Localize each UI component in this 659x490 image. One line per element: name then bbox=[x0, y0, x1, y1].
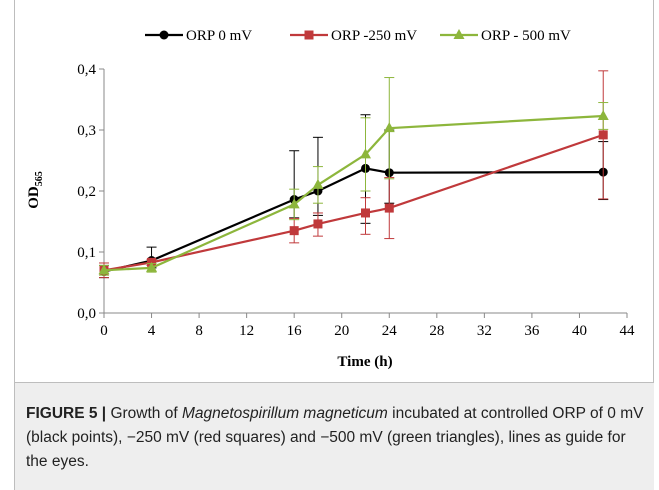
y-tick-label: 0,3 bbox=[77, 123, 96, 139]
data-point bbox=[288, 198, 300, 209]
x-tick-label: 20 bbox=[334, 323, 349, 339]
figure-label: FIGURE 5 | bbox=[26, 405, 107, 422]
legend-marker bbox=[159, 30, 169, 40]
data-point bbox=[597, 109, 609, 120]
y-tick-label: 0,1 bbox=[77, 245, 96, 261]
caption-background bbox=[14, 383, 654, 490]
series-line bbox=[103, 114, 604, 272]
legend-marker bbox=[304, 30, 314, 40]
x-tick-label: 28 bbox=[429, 323, 444, 339]
legend-marker bbox=[453, 29, 465, 39]
legend-label: ORP - 500 mV bbox=[481, 28, 571, 44]
data-point bbox=[146, 261, 158, 272]
x-tick-label: 0 bbox=[100, 323, 108, 339]
legend-label: ORP -250 mV bbox=[331, 28, 417, 44]
y-axis-label: OD565 bbox=[26, 171, 45, 209]
y-axis-label-subscript: 565 bbox=[34, 171, 45, 186]
chart-legend: ORP 0 mV ORP -250 mV ORP - 500 mV bbox=[145, 28, 571, 44]
x-tick-label: 44 bbox=[620, 323, 636, 339]
growth-chart: 0,0 0,1 0,2 0,3 0,4 0 4 8 12 16 20 24 28 32 36 40 44 ORP… bbox=[26, 28, 635, 370]
x-tick-label: 4 bbox=[148, 323, 156, 339]
chart-series bbox=[98, 70, 609, 279]
legend-label: ORP 0 mV bbox=[186, 28, 252, 44]
caption-text-1: Growth of bbox=[106, 405, 182, 422]
data-point bbox=[98, 264, 110, 275]
data-point bbox=[384, 203, 394, 213]
data-point bbox=[289, 226, 299, 236]
x-tick-label: 32 bbox=[477, 323, 492, 339]
figure-caption: FIGURE 5 | Growth of Magnetospirillum ma… bbox=[26, 402, 646, 474]
data-point bbox=[598, 130, 608, 140]
x-tick-label: 24 bbox=[382, 323, 398, 339]
x-tick-label: 36 bbox=[524, 323, 540, 339]
series-circle bbox=[99, 114, 609, 279]
x-tick-label: 12 bbox=[239, 323, 254, 339]
figure-frame bbox=[14, 0, 654, 383]
y-axis-label-main: OD bbox=[26, 186, 42, 209]
y-tick-label: 0,4 bbox=[77, 62, 96, 78]
series-triangle bbox=[98, 77, 609, 276]
data-point bbox=[313, 219, 323, 229]
x-tick-label: 16 bbox=[287, 323, 303, 339]
data-point bbox=[383, 122, 395, 133]
species-name: Magnetospirillum magneticum bbox=[181, 405, 388, 422]
data-point bbox=[361, 208, 370, 218]
y-tick-label: 0,2 bbox=[77, 184, 96, 200]
x-tick-label: 40 bbox=[572, 323, 587, 339]
data-point bbox=[312, 178, 324, 189]
chart-axes: 0,0 0,1 0,2 0,3 0,4 0 4 8 12 16 20 24 28 32 36 40 44 bbox=[77, 62, 635, 339]
data-point bbox=[360, 148, 371, 159]
x-axis-label: Time (h) bbox=[337, 354, 392, 370]
x-tick-label: 8 bbox=[195, 323, 203, 339]
caption-text-2: incubated at controlled ORP of 0 mV (bla… bbox=[26, 405, 644, 470]
y-tick-label: 0,0 bbox=[77, 306, 96, 322]
